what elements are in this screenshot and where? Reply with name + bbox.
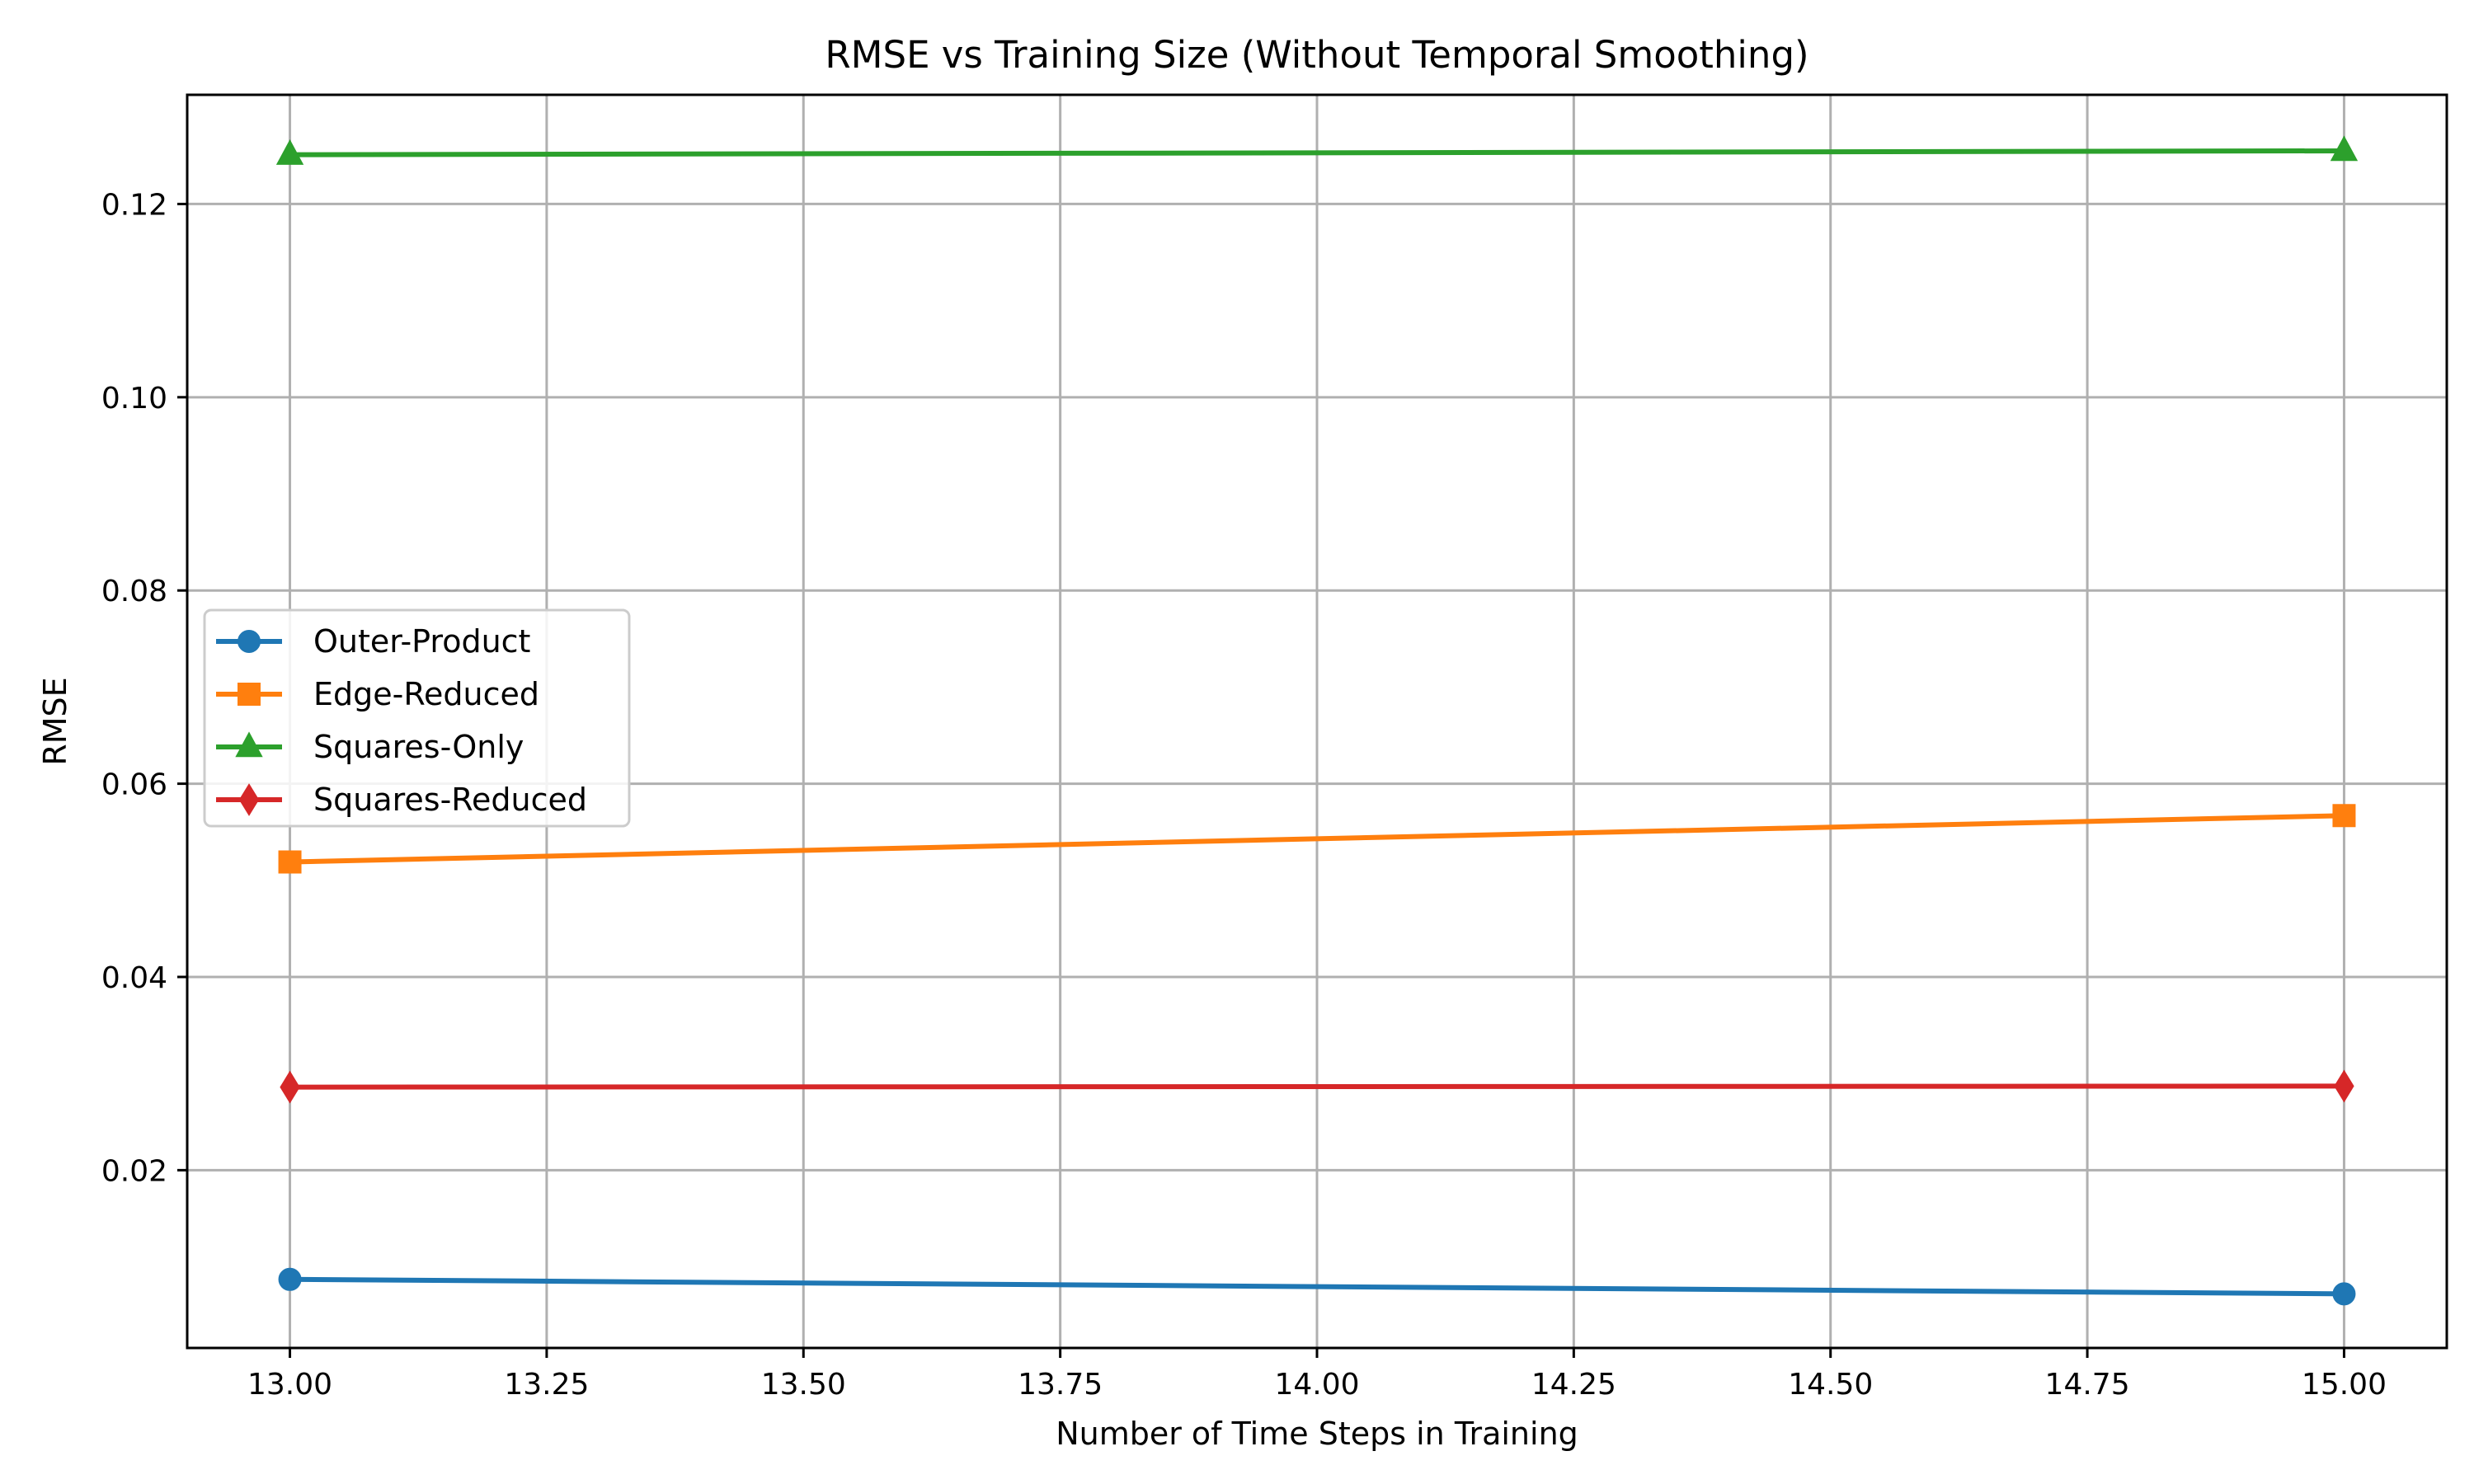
series-outer-product [278,1267,2356,1306]
y-tick-label: 0.12 [101,188,167,222]
x-tick-label: 13.00 [247,1368,332,1402]
y-tick-label: 0.08 [101,575,167,608]
data-point-squares-only [275,139,304,165]
legend-label: Outer-Product [313,623,530,660]
x-tick-label: 13.50 [761,1368,846,1402]
data-point-squares-reduced [280,1070,300,1104]
legend-item-squares-only: Squares-Only [216,729,524,765]
y-tick-label: 0.10 [101,382,167,416]
legend-marker [235,731,263,758]
legend-item-squares-reduced: Squares-Reduced [216,782,587,818]
series-line-outer-product [287,1276,2347,1297]
legend-label: Squares-Only [313,729,524,765]
legend: Outer-Product Edge-Reduced Squares-Only Squ… [203,608,631,828]
legend-item-edge-reduced: Edge-Reduced [216,676,539,712]
legend-marker [238,683,261,706]
data-point-outer-product [2332,1282,2356,1306]
data-point-squares-reduced [2334,1069,2354,1103]
legend-label: Squares-Reduced [313,782,587,818]
series-group [275,135,2359,1306]
series-line-squares-only [287,148,2347,157]
x-tick-label: 14.00 [1274,1368,1359,1402]
data-point-edge-reduced [278,850,302,874]
data-point-outer-product [278,1267,302,1291]
data-point-squares-only [2330,135,2359,162]
x-tick-label: 13.75 [1018,1368,1103,1402]
series-squares-only [275,135,2359,165]
x-tick-label: 14.50 [1788,1368,1873,1402]
series-line-squares-reduced [287,1083,2347,1090]
chart-title: RMSE vs Training Size (Without Temporal … [825,33,1808,77]
legend-marker [238,630,261,653]
x-axis-label: Number of Time Steps in Training [1056,1416,1578,1452]
y-tick-label: 0.02 [101,1154,167,1188]
data-point-edge-reduced [2332,804,2356,828]
x-axis: 13.00 13.25 13.50 13.75 14.00 14.25 14.50 14.75… [247,1348,2387,1402]
series-line-edge-reduced [287,813,2347,865]
series-squares-reduced [280,1069,2354,1104]
legend-label: Edge-Reduced [313,676,539,712]
x-tick-label: 14.75 [2045,1368,2130,1402]
legend-marker [238,783,260,816]
y-tick-label: 0.04 [101,961,167,995]
y-tick-label: 0.06 [101,768,167,802]
legend-box [203,608,631,828]
series-edge-reduced [278,804,2356,874]
y-axis-label: RMSE [37,677,73,765]
grid [187,95,2447,1348]
y-axis: 0.02 0.04 0.06 0.08 0.10 0.12 [101,188,187,1188]
x-tick-label: 13.25 [504,1368,589,1402]
legend-item-outer-product: Outer-Product [216,623,530,660]
x-tick-label: 15.00 [2302,1368,2387,1402]
x-tick-label: 14.25 [1531,1368,1616,1402]
